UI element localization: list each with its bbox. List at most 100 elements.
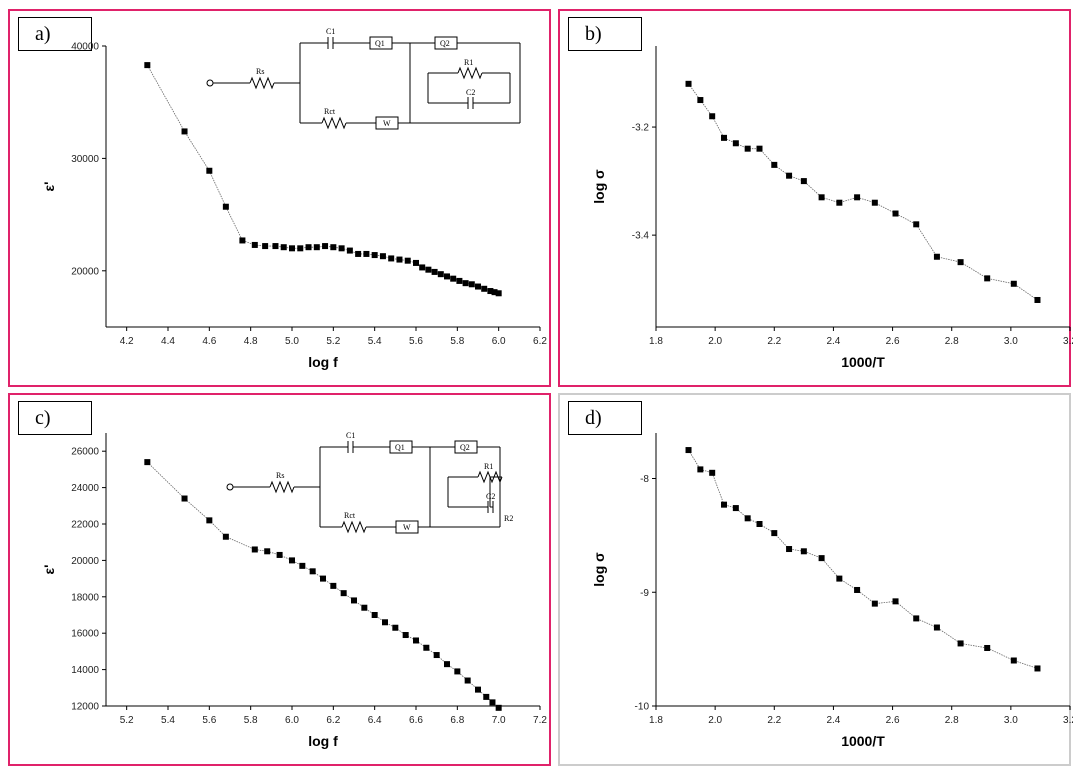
x-tick-label: 5.0 (285, 336, 299, 347)
chart-b-svg: 1.8 2.0 2.2 2.4 2.6 2.8 3.0 3.2 -3.2 -3.4 1000/T lo… (591, 46, 1073, 370)
resistor-rct (321, 116, 347, 130)
data-point (371, 252, 378, 259)
chart-a-svg: 4.2 4.4 4.6 4.8 5.0 5.2 5.4 5.6 5.8 6.0 6.2 20000 30… (41, 27, 547, 370)
data-point (475, 283, 481, 290)
resistor-rs (249, 76, 275, 90)
x-tick-label: 6.6 (409, 715, 423, 726)
data-point (957, 640, 964, 647)
cpe-label: Q1 (395, 443, 405, 452)
data-point (984, 644, 991, 651)
warburg-label: W (403, 523, 411, 532)
x-tick-label: 4.8 (244, 336, 258, 347)
y-tick-label: 30000 (71, 154, 99, 165)
y-axis-title: log σ (591, 169, 607, 204)
data-point (836, 199, 843, 206)
data-point (181, 495, 188, 502)
capacitor-label: C2 (486, 492, 495, 501)
x-tick-label: 2.2 (767, 715, 781, 726)
data-point (437, 271, 444, 278)
data-point (251, 241, 258, 248)
data-point (431, 268, 438, 275)
x-tick-label: 7.0 (492, 715, 506, 726)
data-point (379, 253, 386, 260)
data-point (464, 677, 471, 684)
data-point (423, 644, 430, 651)
x-axis-title: 1000/T (841, 733, 885, 749)
series-line (147, 461, 499, 709)
data-point (1034, 296, 1041, 303)
data-point (836, 575, 843, 582)
data-point (388, 255, 395, 262)
x-axis-title: log f (308, 733, 338, 749)
data-point (984, 275, 991, 282)
panel-label: a) (18, 17, 92, 51)
y-tick-label: 22000 (71, 520, 99, 531)
x-tick-label: 2.6 (886, 715, 900, 726)
x-tick-label: 5.2 (120, 715, 134, 726)
data-point (709, 113, 716, 120)
data-point (338, 245, 345, 252)
x-tick-label: 5.4 (368, 336, 382, 347)
data-point (330, 582, 337, 589)
data-point (264, 548, 271, 555)
data-point (487, 288, 494, 295)
warburg-label: W (383, 119, 391, 128)
data-point (854, 194, 861, 201)
data-point (913, 221, 920, 228)
panel-b: b) 1.8 2.0 2.2 2.4 2.6 2.8 3.0 3.2 -3.2 -3.4 1000/… (558, 9, 1073, 387)
x-tick-label: 4.4 (161, 336, 175, 347)
data-point (402, 632, 409, 639)
data-point (818, 194, 825, 201)
y-tick-label: 18000 (71, 592, 99, 603)
data-point (1010, 280, 1017, 287)
y-tick-label: -9 (640, 588, 649, 599)
data-point (396, 256, 403, 263)
data-point (854, 586, 861, 593)
data-point (495, 290, 502, 297)
data-point (489, 699, 496, 706)
x-tick-label: 6.2 (533, 336, 547, 347)
x-tick-label: 4.6 (202, 336, 216, 347)
y-tick-label: -10 (635, 702, 650, 713)
data-point (685, 80, 692, 87)
data-point (786, 172, 793, 179)
data-point (913, 615, 920, 622)
data-point (871, 600, 878, 607)
x-tick-label: 3.0 (1004, 715, 1018, 726)
chart-d-svg: 1.8 2.0 2.2 2.4 2.6 2.8 3.0 3.2 -8 -9 -10 1000/T log… (591, 433, 1073, 749)
data-point (481, 285, 488, 292)
data-point (697, 466, 704, 473)
x-tick-label: 5.8 (450, 336, 464, 347)
data-point (340, 590, 347, 597)
resistor-label: R2 (504, 514, 513, 523)
data-point (756, 521, 763, 527)
data-point (222, 203, 229, 210)
x-tick-label: 2.2 (767, 336, 781, 347)
data-point (361, 604, 368, 611)
resistor-rct (341, 520, 367, 534)
capacitor-label: C1 (346, 431, 355, 440)
data-point (444, 661, 450, 668)
data-point (313, 244, 320, 251)
data-point (744, 515, 751, 522)
y-tick-label: 24000 (71, 483, 99, 494)
data-point (305, 244, 312, 251)
terminal-node (226, 483, 234, 491)
data-point (144, 459, 151, 466)
data-point (744, 145, 751, 152)
data-point (433, 652, 440, 659)
resistor-label: Rs (276, 471, 284, 480)
x-tick-label: 2.8 (945, 336, 959, 347)
data-point (721, 501, 728, 508)
data-point (685, 447, 692, 454)
data-point (756, 145, 763, 152)
y-tick-label: 16000 (71, 629, 99, 640)
series-line (146, 64, 499, 294)
data-point (450, 275, 457, 282)
data-point (181, 128, 188, 135)
data-point (276, 551, 283, 558)
data-point (709, 469, 716, 476)
data-point (957, 259, 964, 266)
data-point (239, 237, 246, 244)
data-point (475, 686, 481, 693)
